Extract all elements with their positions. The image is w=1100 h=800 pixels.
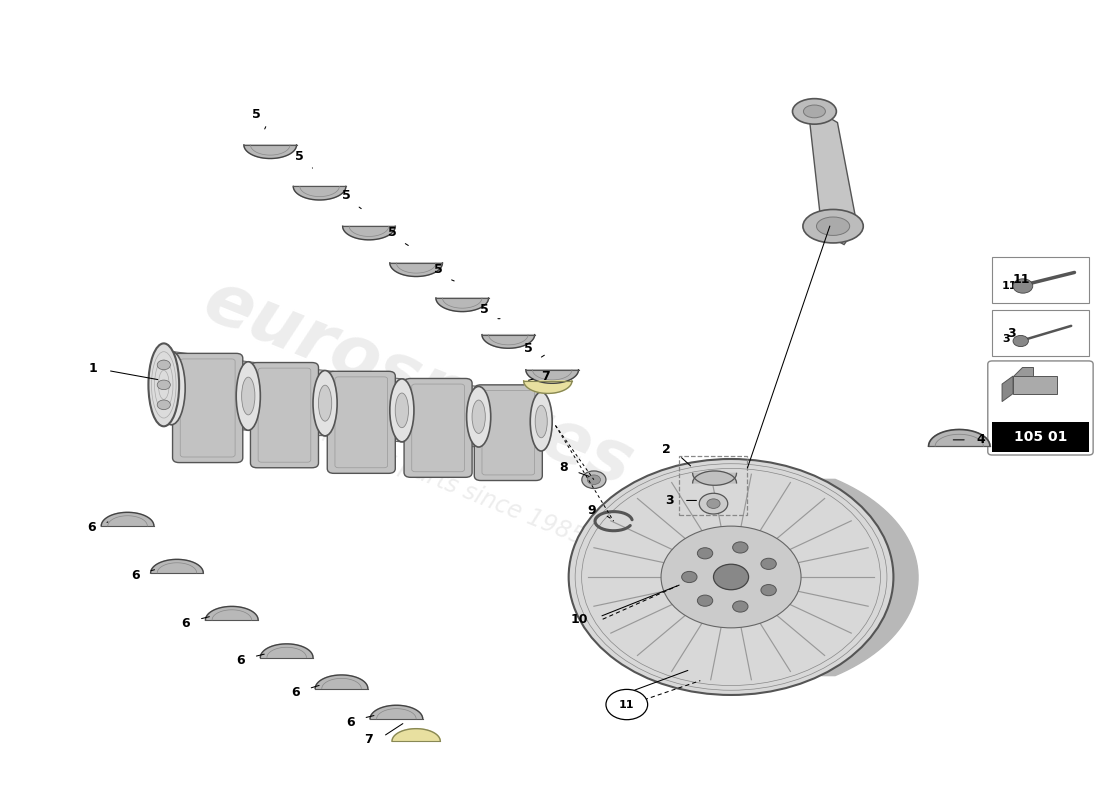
Ellipse shape — [466, 386, 491, 447]
Circle shape — [587, 475, 601, 485]
Polygon shape — [526, 370, 579, 383]
Text: 9: 9 — [587, 503, 596, 517]
Polygon shape — [524, 381, 572, 394]
Text: 105 01: 105 01 — [1014, 430, 1067, 444]
Polygon shape — [928, 430, 990, 446]
Circle shape — [707, 499, 721, 509]
Ellipse shape — [389, 379, 414, 442]
Ellipse shape — [157, 351, 185, 425]
Circle shape — [157, 400, 170, 410]
Text: 5: 5 — [296, 150, 305, 162]
Polygon shape — [1002, 376, 1013, 402]
Text: 6: 6 — [346, 715, 354, 729]
Ellipse shape — [164, 368, 179, 408]
Polygon shape — [389, 263, 442, 277]
Polygon shape — [436, 298, 488, 311]
Ellipse shape — [314, 370, 337, 436]
Circle shape — [682, 571, 697, 582]
Polygon shape — [342, 226, 395, 240]
Circle shape — [1013, 335, 1028, 346]
Ellipse shape — [242, 377, 255, 415]
Ellipse shape — [318, 386, 332, 421]
Polygon shape — [151, 559, 204, 573]
Polygon shape — [1013, 376, 1057, 394]
Circle shape — [733, 542, 748, 553]
Ellipse shape — [803, 105, 825, 118]
Text: 2: 2 — [662, 443, 671, 456]
Text: 3: 3 — [1008, 326, 1016, 339]
Circle shape — [700, 494, 728, 514]
Polygon shape — [370, 706, 422, 719]
Polygon shape — [261, 644, 314, 658]
Polygon shape — [206, 606, 258, 620]
Circle shape — [733, 601, 748, 612]
Text: 7: 7 — [541, 370, 550, 382]
Ellipse shape — [792, 98, 836, 124]
Circle shape — [582, 471, 606, 489]
Polygon shape — [807, 105, 857, 245]
Text: 3: 3 — [1002, 334, 1010, 345]
Circle shape — [661, 526, 801, 628]
Text: 5: 5 — [341, 190, 350, 202]
Polygon shape — [294, 186, 345, 200]
Polygon shape — [316, 675, 367, 689]
Text: 5: 5 — [387, 226, 396, 239]
Ellipse shape — [536, 406, 548, 438]
Circle shape — [569, 459, 893, 695]
Text: 5: 5 — [524, 342, 532, 355]
Polygon shape — [392, 729, 440, 742]
Text: 11: 11 — [619, 699, 635, 710]
Ellipse shape — [803, 210, 864, 243]
Text: 8: 8 — [559, 462, 568, 474]
Circle shape — [157, 380, 170, 390]
Polygon shape — [693, 474, 737, 486]
Circle shape — [606, 690, 648, 720]
FancyBboxPatch shape — [988, 361, 1093, 455]
Circle shape — [761, 585, 777, 596]
Text: 5: 5 — [252, 108, 261, 121]
FancyBboxPatch shape — [328, 371, 395, 474]
Text: 6: 6 — [131, 569, 140, 582]
Ellipse shape — [395, 393, 408, 428]
Text: 7: 7 — [364, 733, 373, 746]
Ellipse shape — [148, 343, 179, 426]
Polygon shape — [693, 471, 737, 483]
Text: 6: 6 — [182, 617, 190, 630]
Text: 10: 10 — [571, 613, 588, 626]
Circle shape — [714, 564, 749, 590]
Text: 11: 11 — [1013, 273, 1031, 286]
Polygon shape — [244, 145, 297, 158]
Ellipse shape — [472, 400, 485, 434]
Ellipse shape — [530, 392, 552, 451]
Text: 6: 6 — [87, 521, 96, 534]
FancyBboxPatch shape — [404, 378, 472, 478]
Polygon shape — [172, 351, 541, 451]
Text: 5: 5 — [433, 262, 442, 276]
Polygon shape — [101, 512, 154, 526]
FancyBboxPatch shape — [173, 354, 243, 462]
Ellipse shape — [236, 362, 261, 430]
Circle shape — [1013, 279, 1033, 293]
Text: 3: 3 — [666, 494, 674, 507]
Text: 4: 4 — [977, 434, 986, 446]
Polygon shape — [482, 334, 535, 348]
Circle shape — [697, 548, 713, 559]
Circle shape — [697, 595, 713, 606]
Polygon shape — [1013, 366, 1033, 376]
Ellipse shape — [816, 217, 849, 235]
FancyBboxPatch shape — [474, 385, 542, 481]
Text: a passion for parts since 1985: a passion for parts since 1985 — [249, 394, 588, 550]
FancyBboxPatch shape — [992, 310, 1089, 356]
Text: 6: 6 — [292, 686, 300, 699]
Circle shape — [761, 558, 777, 570]
FancyBboxPatch shape — [992, 257, 1089, 302]
Text: 6: 6 — [236, 654, 245, 667]
Text: 1: 1 — [88, 362, 97, 374]
FancyBboxPatch shape — [992, 422, 1089, 452]
Text: eurospares: eurospares — [194, 266, 644, 502]
FancyBboxPatch shape — [251, 362, 319, 468]
Text: 5: 5 — [480, 302, 488, 316]
Circle shape — [157, 360, 170, 370]
Text: 11: 11 — [1002, 281, 1018, 291]
